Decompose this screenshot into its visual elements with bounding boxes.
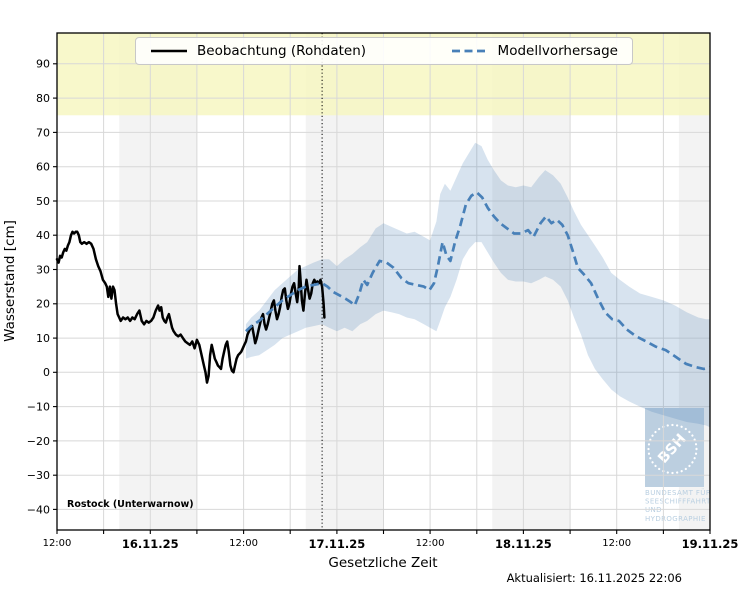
- grid: [57, 33, 710, 530]
- svg-text:80: 80: [36, 92, 50, 105]
- svg-text:−10: −10: [27, 401, 50, 414]
- svg-text:UND: UND: [645, 506, 662, 514]
- y-axis-label: Wasserstand [cm]: [2, 220, 18, 342]
- svg-text:10: 10: [36, 332, 50, 345]
- dashed-line-icon: [451, 49, 488, 53]
- svg-text:16.11.25: 16.11.25: [122, 537, 179, 551]
- svg-text:0: 0: [43, 366, 50, 379]
- station-label: Rostock (Unterwarnow): [67, 499, 194, 510]
- svg-text:12:00: 12:00: [43, 538, 72, 549]
- solid-line-icon: [151, 49, 187, 53]
- svg-text:HYDROGRAPHIE: HYDROGRAPHIE: [645, 515, 706, 523]
- svg-text:90: 90: [36, 58, 50, 71]
- svg-text:SEESCHIFFFAHRT: SEESCHIFFFAHRT: [645, 498, 711, 506]
- updated-timestamp: Aktualisiert: 16.11.2025 22:06: [506, 571, 682, 585]
- svg-text:50: 50: [36, 195, 50, 208]
- svg-text:40: 40: [36, 229, 50, 242]
- svg-text:12:00: 12:00: [602, 538, 631, 549]
- observation-line: [55, 230, 326, 384]
- y-tick-labels: −40 −30 −20 −10 0 10 20 30 40 50 60 70 80 90: [27, 58, 50, 517]
- legend-item-forecast: Modellvorhersage: [451, 43, 618, 59]
- svg-text:BUNDESAMT FÜR: BUNDESAMT FÜR: [645, 488, 711, 497]
- svg-text:−40: −40: [27, 503, 50, 516]
- svg-text:30: 30: [36, 263, 50, 276]
- legend-forecast-label: Modellvorhersage: [497, 43, 618, 59]
- svg-text:−20: −20: [27, 435, 50, 448]
- chart-legend: Beobachtung (Rohdaten) Modellvorhersage: [135, 37, 633, 65]
- x-axis-label: Gesetzliche Zeit: [328, 555, 438, 571]
- svg-text:70: 70: [36, 126, 50, 139]
- svg-text:12:00: 12:00: [229, 538, 258, 549]
- legend-observation-label: Beobachtung (Rohdaten): [197, 43, 367, 59]
- x-tick-labels: 12:00 16.11.25 12:00 17.11.25 12:00 18.11.25 1…: [43, 537, 739, 551]
- svg-text:60: 60: [36, 161, 50, 174]
- svg-text:−30: −30: [27, 469, 50, 482]
- forecast-uncertainty-band: [245, 142, 710, 428]
- svg-text:17.11.25: 17.11.25: [309, 537, 366, 551]
- svg-text:18.11.25: 18.11.25: [495, 537, 552, 551]
- svg-text:20: 20: [36, 298, 50, 311]
- legend-item-observation: Beobachtung (Rohdaten): [150, 43, 366, 59]
- svg-text:12:00: 12:00: [416, 538, 445, 549]
- svg-text:19.11.25: 19.11.25: [682, 537, 739, 551]
- tick-marks: [53, 63, 711, 534]
